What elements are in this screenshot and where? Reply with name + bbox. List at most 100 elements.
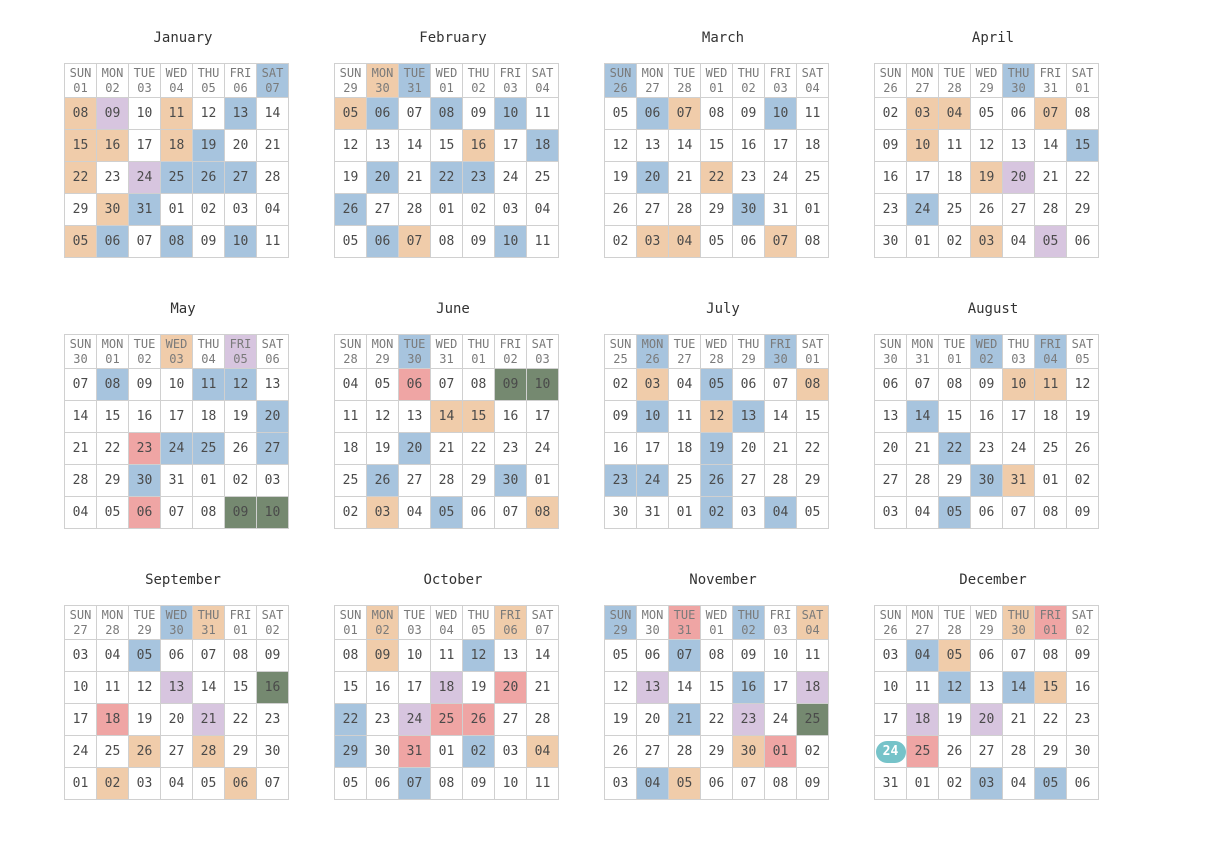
day-cell[interactable]: 08 [1034,639,1067,672]
day-cell[interactable]: 12 [1066,368,1099,401]
day-cell[interactable]: 21 [430,432,463,465]
day-cell[interactable]: 02 [192,193,225,226]
day-cell[interactable]: 09 [494,368,527,401]
day-cell[interactable]: 06 [970,639,1003,672]
day-cell[interactable]: 30 [494,464,527,497]
day-cell[interactable]: 28 [64,464,97,497]
day-cell[interactable]: 04 [256,193,289,226]
day-cell[interactable]: 06 [128,496,161,529]
day-cell[interactable]: 31 [1002,464,1035,497]
day-cell[interactable]: 17 [160,400,193,433]
weekday-header-cell[interactable]: SUN 30 [64,334,97,369]
day-cell[interactable]: 03 [874,496,907,529]
day-cell[interactable]: 22 [1034,703,1067,736]
weekday-header-cell[interactable]: TUE 30 [398,334,431,369]
day-cell[interactable]: 20 [732,432,765,465]
day-cell[interactable]: 23 [1066,703,1099,736]
day-cell[interactable]: 14 [668,129,701,162]
day-cell[interactable]: 18 [796,129,829,162]
day-cell[interactable]: 16 [1066,671,1099,704]
day-cell[interactable]: 04 [906,639,939,672]
day-cell[interactable]: 10 [494,225,527,258]
day-cell[interactable]: 29 [1034,735,1067,768]
day-cell[interactable]: 19 [192,129,225,162]
day-cell[interactable]: 10 [398,639,431,672]
day-cell[interactable]: 08 [700,97,733,130]
day-cell[interactable]: 14 [906,400,939,433]
day-cell[interactable]: 06 [1066,225,1099,258]
day-cell[interactable]: 30 [96,193,129,226]
weekday-header-cell[interactable]: WED 30 [160,605,193,640]
day-cell[interactable]: 05 [64,225,97,258]
day-cell[interactable]: 14 [764,400,797,433]
day-cell[interactable]: 17 [398,671,431,704]
day-cell[interactable]: 07 [398,97,431,130]
day-cell[interactable]: 25 [192,432,225,465]
day-cell[interactable]: 24 [526,432,559,465]
day-cell[interactable]: 08 [700,639,733,672]
day-cell[interactable]: 02 [462,735,495,768]
day-cell[interactable]: 13 [494,639,527,672]
day-cell[interactable]: 01 [796,193,829,226]
weekday-header-cell[interactable]: WED 03 [160,334,193,369]
day-cell[interactable]: 29 [938,464,971,497]
day-cell[interactable]: 19 [1066,400,1099,433]
day-cell[interactable]: 06 [1002,97,1035,130]
day-cell[interactable]: 24 [906,193,939,226]
weekday-header-cell[interactable]: THU 30 [1002,605,1035,640]
day-cell[interactable]: 31 [636,496,669,529]
day-cell[interactable]: 30 [970,464,1003,497]
day-cell[interactable]: 26 [970,193,1003,226]
weekday-header-cell[interactable]: MON 27 [906,63,939,98]
day-cell[interactable]: 28 [430,464,463,497]
weekday-header-cell[interactable]: THU 31 [192,605,225,640]
weekday-header-cell[interactable]: MON 02 [366,605,399,640]
day-cell[interactable]: 26 [1066,432,1099,465]
weekday-header-cell[interactable]: WED 01 [700,605,733,640]
day-cell[interactable]: 18 [938,161,971,194]
day-cell[interactable]: 16 [732,129,765,162]
day-cell[interactable]: 25 [526,161,559,194]
weekday-header-cell[interactable]: WED 28 [700,334,733,369]
day-cell[interactable]: 15 [938,400,971,433]
day-cell[interactable]: 19 [334,161,367,194]
weekday-header-cell[interactable]: THU 02 [732,63,765,98]
day-cell[interactable]: 20 [494,671,527,704]
day-cell[interactable]: 21 [526,671,559,704]
day-cell[interactable]: 01 [526,464,559,497]
day-cell[interactable]: 02 [874,97,907,130]
weekday-header-cell[interactable]: WED 02 [970,334,1003,369]
day-cell[interactable]: 27 [494,703,527,736]
day-cell[interactable]: 03 [970,225,1003,258]
day-cell[interactable]: 03 [256,464,289,497]
day-cell[interactable]: 08 [938,368,971,401]
day-cell[interactable]: 07 [494,496,527,529]
day-cell[interactable]: 15 [462,400,495,433]
day-cell[interactable]: 12 [604,671,637,704]
day-cell[interactable]: 03 [636,368,669,401]
day-cell[interactable]: 18 [160,129,193,162]
day-cell[interactable]: 11 [796,639,829,672]
day-cell[interactable]: 16 [874,161,907,194]
weekday-header-cell[interactable]: SUN 26 [874,63,907,98]
weekday-header-cell[interactable]: THU 02 [732,605,765,640]
day-cell[interactable]: 24 [636,464,669,497]
day-cell[interactable]: 04 [1002,225,1035,258]
day-cell[interactable]: 20 [160,703,193,736]
day-cell[interactable]: 02 [604,225,637,258]
day-cell[interactable]: 11 [334,400,367,433]
day-cell[interactable]: 06 [874,368,907,401]
day-cell[interactable]: 17 [764,129,797,162]
day-cell[interactable]: 01 [192,464,225,497]
day-cell[interactable]: 11 [430,639,463,672]
day-cell[interactable]: 03 [128,767,161,800]
day-cell[interactable]: 06 [700,767,733,800]
day-cell[interactable]: 12 [604,129,637,162]
day-cell[interactable]: 28 [256,161,289,194]
weekday-header-cell[interactable]: TUE 29 [128,605,161,640]
weekday-header-cell[interactable]: WED 29 [970,605,1003,640]
day-cell[interactable]: 19 [366,432,399,465]
day-cell[interactable]: 15 [96,400,129,433]
day-cell[interactable]: 19 [604,703,637,736]
day-cell[interactable]: 06 [224,767,257,800]
